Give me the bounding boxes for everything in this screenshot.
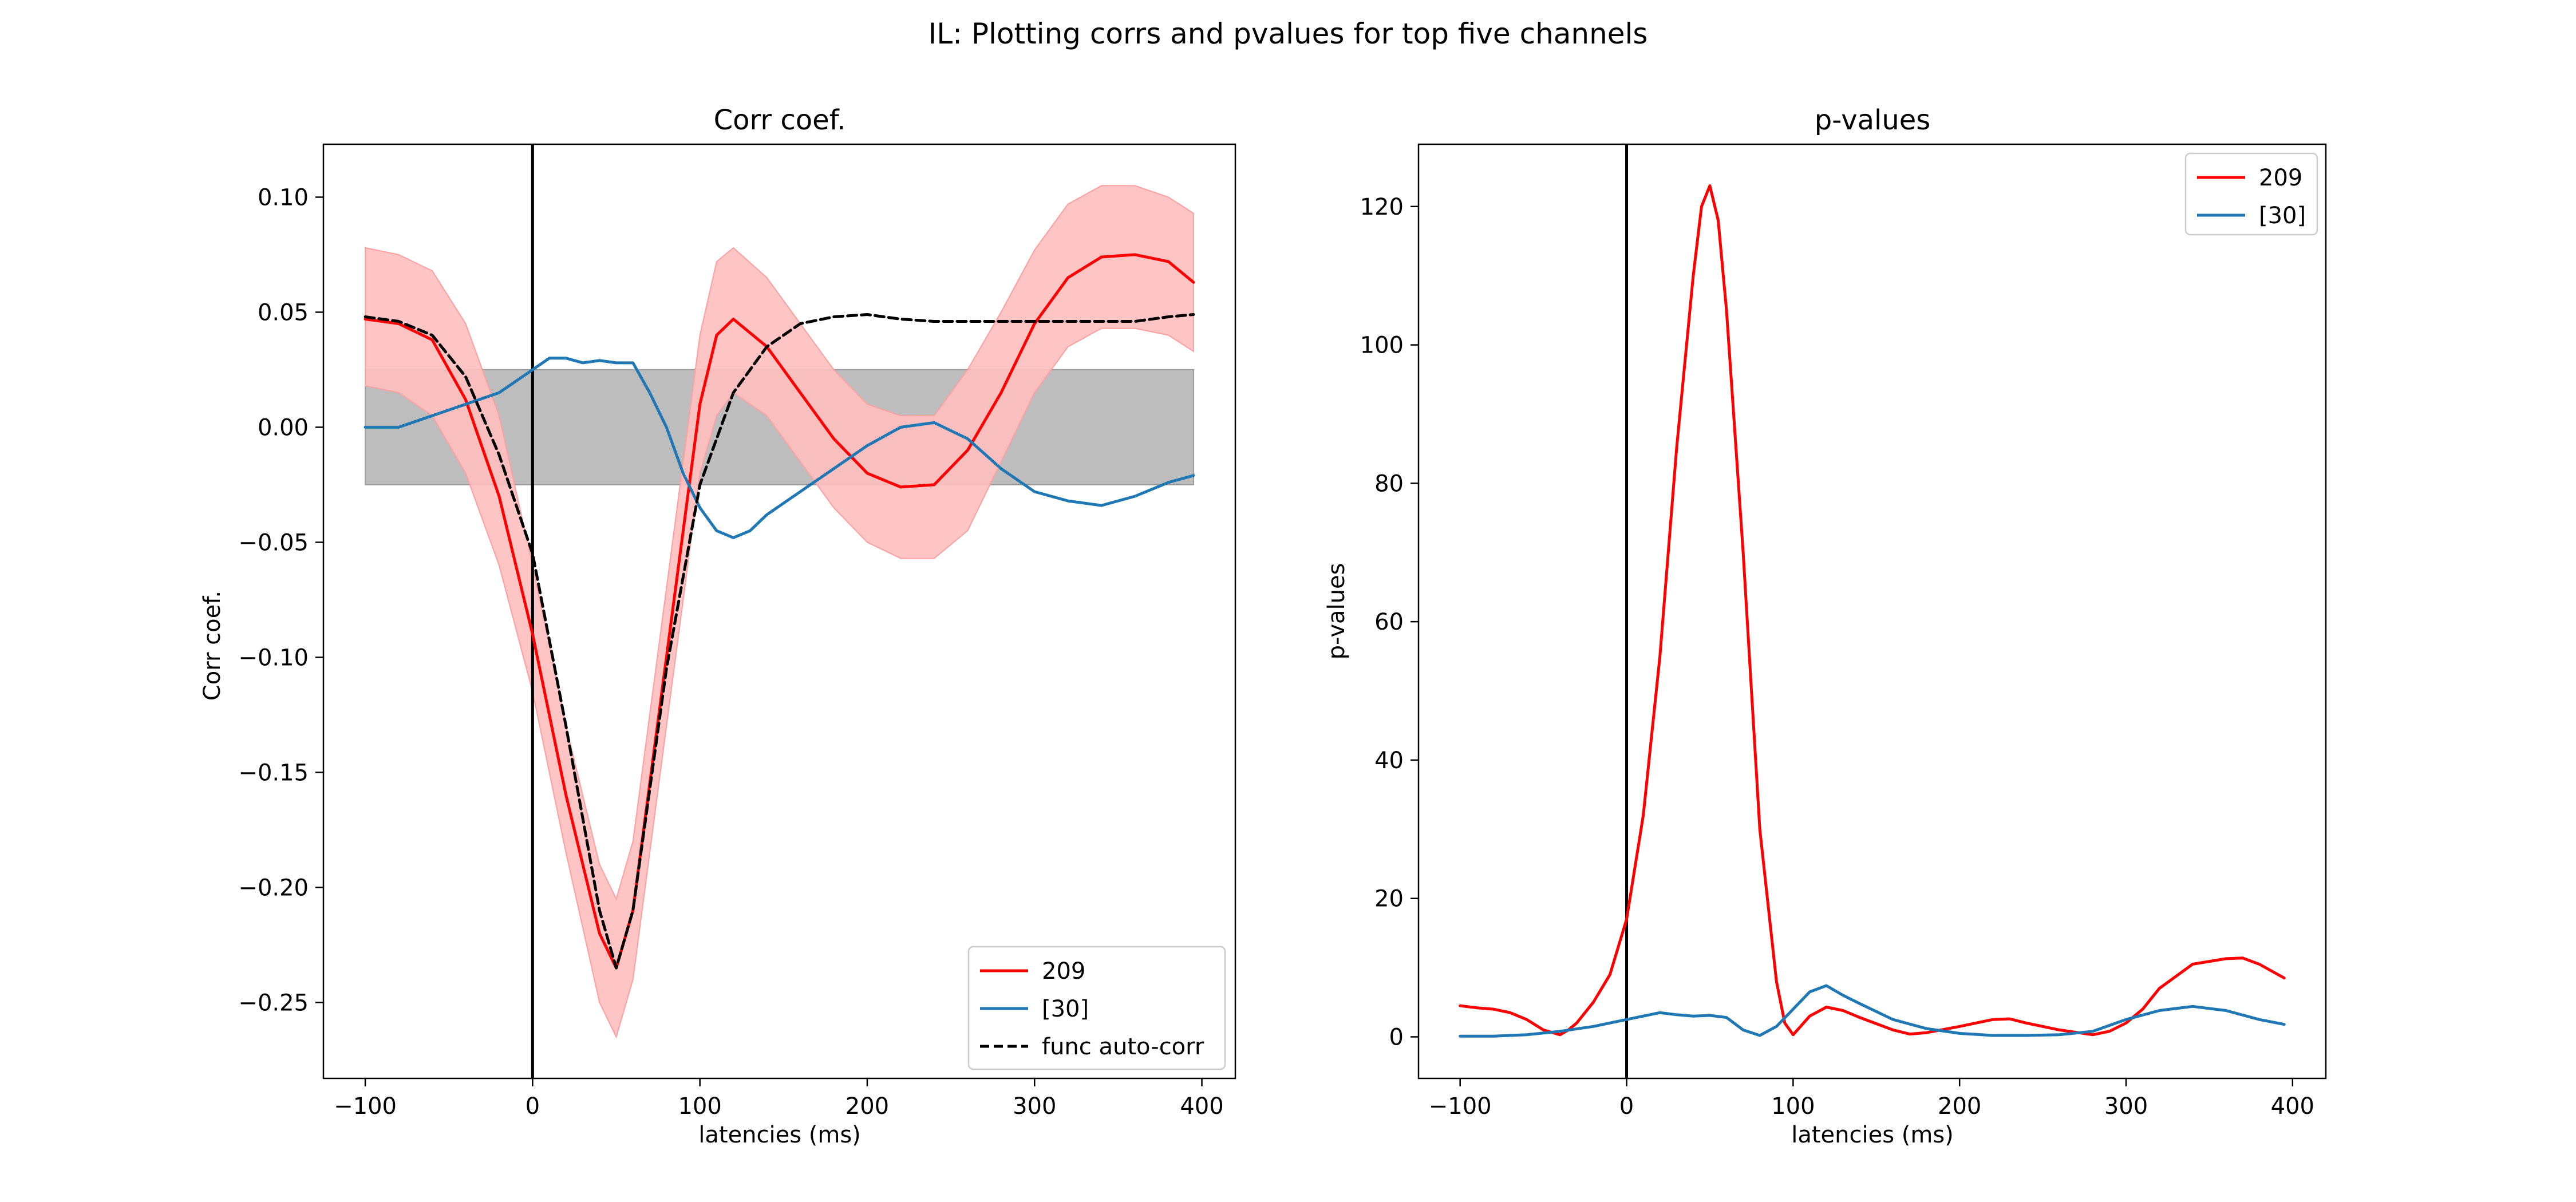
pvalues-panel-title: p-values: [1815, 104, 1931, 136]
y-tick-label: −0.05: [238, 529, 309, 556]
legend-box: [967, 946, 1226, 1070]
series-line-1: [1459, 984, 2286, 1038]
x-tick-label: 300: [2104, 1093, 2148, 1120]
y-tick-label: 100: [1360, 333, 1404, 359]
x-tick-label: 200: [846, 1093, 889, 1120]
x-tick-label: 400: [2271, 1093, 2314, 1120]
y-tick-label: −0.25: [238, 990, 309, 1016]
legend-label: func auto-corr: [1042, 1034, 1204, 1060]
y-tick-label: 0.05: [258, 299, 309, 326]
y-tick-label: 0.10: [258, 184, 309, 211]
series-line-0: [1459, 184, 2286, 1037]
legend-label: [30]: [1042, 996, 1089, 1022]
series-line-2: [364, 313, 1195, 970]
x-tick-label: 0: [1619, 1093, 1634, 1120]
y-tick-label: −0.20: [238, 875, 309, 901]
y-tick-label: 80: [1374, 470, 1404, 497]
y-tick-label: 20: [1374, 886, 1404, 912]
x-tick-label: 300: [1013, 1093, 1056, 1120]
legend-label: [30]: [2259, 203, 2306, 229]
series-line-1: [364, 357, 1195, 539]
pvalues-x-axis-label: latencies (ms): [1791, 1122, 1954, 1148]
y-tick-label: 0.00: [258, 414, 309, 441]
x-tick-label: 100: [678, 1093, 721, 1120]
corr-x-axis-label: latencies (ms): [698, 1122, 861, 1148]
corr-panel-title: Corr coef.: [714, 104, 846, 136]
x-tick-label: 200: [1938, 1093, 1981, 1120]
p-values-panel: p-values latencies (ms) p-values −100 0 10…: [1323, 104, 2327, 1148]
axes-frame: [1417, 143, 2327, 1080]
x-tick-label: 400: [1180, 1093, 1223, 1120]
corr-y-axis-label: Corr coef.: [199, 591, 226, 701]
x-tick-label: 0: [526, 1093, 540, 1120]
legend-label: 209: [2259, 165, 2302, 191]
axes-frame: [322, 143, 1236, 1080]
y-tick-label: −0.15: [238, 760, 309, 786]
y-tick-label: −0.10: [238, 645, 309, 671]
y-tick-label: 120: [1360, 194, 1404, 220]
series-line-0: [364, 253, 1195, 970]
pvalues-y-axis-label: p-values: [1323, 563, 1350, 660]
y-tick-label: 0: [1389, 1024, 1404, 1050]
corr-coef-panel: Corr coef. latencies (ms) Corr coef. −10…: [199, 104, 1236, 1148]
y-tick-label: 40: [1374, 748, 1404, 774]
x-tick-label: 100: [1771, 1093, 1815, 1120]
figure-suptitle: IL: Plotting corrs and pvalues for top f…: [929, 17, 1648, 50]
x-tick-label: −100: [1429, 1093, 1492, 1120]
y-tick-label: 60: [1374, 609, 1404, 635]
legend-label: 209: [1042, 958, 1085, 984]
x-tick-label: −100: [334, 1093, 397, 1120]
